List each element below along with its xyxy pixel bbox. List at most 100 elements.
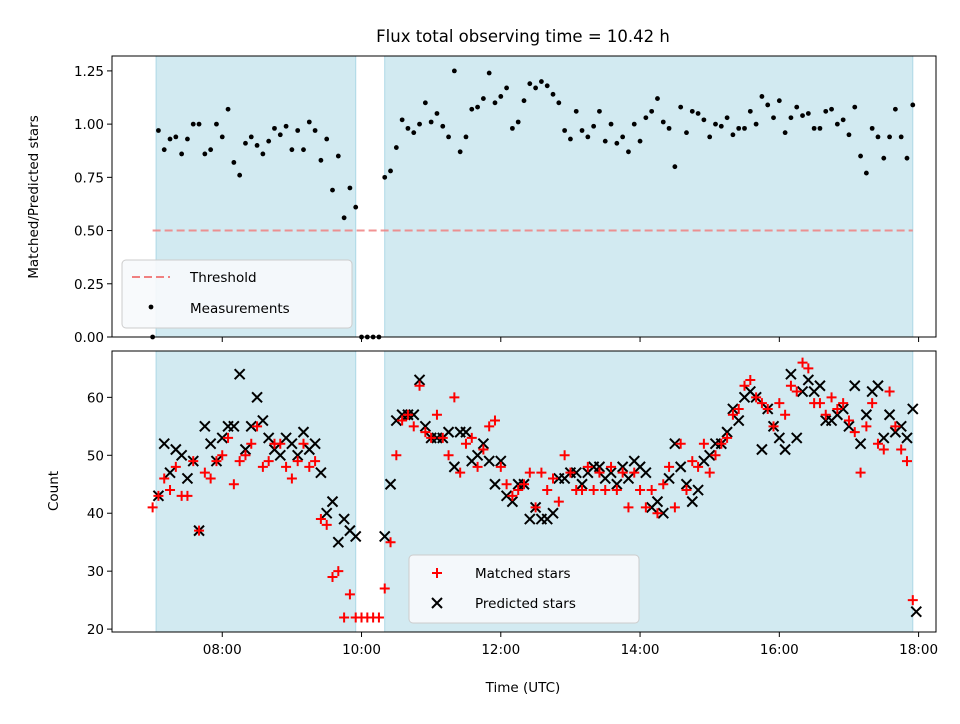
measurement-point: [834, 121, 840, 127]
predicted-point: [547, 507, 559, 519]
measurement-point: [324, 136, 330, 142]
matched-point: [600, 485, 611, 496]
measurement-point: [486, 70, 492, 76]
predicted-point: [204, 437, 217, 450]
legend-measurement-label: Measurements: [190, 301, 290, 317]
measurement-point: [863, 170, 869, 176]
measurement-point: [515, 119, 521, 125]
predicted-point: [326, 495, 339, 508]
measurement-point: [794, 104, 800, 110]
measurement-point: [521, 98, 527, 104]
bottom-legend: Matched stars Predicted stars: [408, 554, 640, 624]
measurement-point: [660, 119, 666, 125]
measurement-point: [713, 121, 718, 127]
measurement-point: [202, 151, 208, 157]
measurement-point: [562, 128, 568, 133]
matched-point: [199, 467, 210, 478]
legend-box: [121, 259, 353, 329]
legend-box: [408, 554, 640, 624]
matched-point: [867, 398, 878, 409]
measurement-point: [544, 83, 550, 89]
matched-point: [281, 461, 292, 472]
predicted-point: [419, 420, 432, 433]
predicted-point: [495, 455, 507, 467]
matched-point: [681, 485, 692, 496]
matched-point: [814, 398, 825, 409]
measurement-point: [689, 108, 695, 114]
matched-point: [344, 589, 355, 600]
measurement-point: [649, 108, 655, 114]
matched-point: [501, 479, 512, 490]
predicted-point: [460, 426, 472, 438]
predicted-point: [779, 443, 791, 456]
predicted-point: [245, 420, 257, 433]
matched-point: [460, 438, 471, 449]
measurement-point: [399, 117, 405, 123]
y-tick-label: 60: [87, 390, 104, 406]
measurement-point: [214, 121, 219, 127]
predicted-point: [257, 414, 269, 427]
y-tick-label: 0.25: [74, 277, 104, 293]
x-tick-label: 12:00: [481, 642, 520, 658]
y-tick-label: 0.50: [74, 224, 104, 240]
predicted-point: [814, 380, 826, 392]
bottom-y-axis-label: Count: [46, 471, 62, 511]
measurement-point: [295, 128, 301, 133]
predicted-point: [291, 449, 304, 461]
measurement-point: [533, 85, 539, 91]
predicted-point: [164, 466, 176, 479]
measurement-point: [318, 157, 324, 163]
measurement-point: [898, 134, 904, 140]
measurement-point: [463, 134, 469, 140]
predicted-point: [703, 449, 716, 461]
measurement-point: [869, 125, 875, 131]
predicted-point: [878, 432, 890, 444]
matched-point: [553, 496, 564, 507]
x-tick-label: 08:00: [203, 642, 242, 658]
matched-point: [397, 415, 408, 426]
matched-point: [263, 456, 274, 467]
matched-point: [478, 444, 489, 455]
predicted-point: [756, 443, 768, 456]
matched-point: [420, 427, 431, 438]
measurement-point: [283, 123, 289, 129]
predicted-point: [297, 426, 310, 438]
matched-point: [791, 386, 802, 397]
measurement-point: [179, 151, 185, 157]
top-observing-windows: [155, 55, 914, 338]
matched-point: [257, 461, 268, 472]
matched-point: [646, 485, 657, 496]
x-tick-label: 10:00: [342, 642, 381, 658]
matched-point: [594, 467, 605, 478]
measurement-point: [608, 121, 614, 127]
measurement-point: [440, 123, 446, 129]
bottom-axes: 20 30 40 50 60 08:00 10:00 12:00 14:00 16:00 18:00: [87, 350, 938, 658]
predicted-point: [350, 530, 362, 543]
matched-point: [519, 479, 529, 490]
matched-point: [489, 415, 500, 426]
predicted-point: [384, 478, 397, 490]
predicted-point: [860, 409, 873, 421]
matched-point: [855, 467, 866, 478]
measurement-point: [185, 136, 190, 142]
predicted-point: [791, 432, 803, 444]
measurement-point: [701, 117, 707, 123]
predicted-point: [489, 478, 501, 490]
predicted-point: [849, 380, 861, 392]
measurement-point: [539, 79, 544, 84]
matched-point: [437, 432, 448, 443]
measurement-point: [289, 147, 295, 153]
measurement-point: [161, 147, 167, 153]
matched-point: [234, 456, 245, 467]
matched-point: [217, 450, 228, 461]
matched-point: [484, 421, 495, 432]
measurement-point: [167, 136, 173, 142]
matched-point: [745, 374, 756, 385]
measurement-point: [881, 155, 887, 161]
legend-threshold-label: Threshold: [189, 270, 257, 286]
predicted-point: [286, 437, 298, 450]
matched-point: [165, 485, 176, 496]
predicted-point: [332, 536, 345, 548]
measurement-point: [254, 143, 260, 148]
predicted-point: [506, 495, 519, 508]
